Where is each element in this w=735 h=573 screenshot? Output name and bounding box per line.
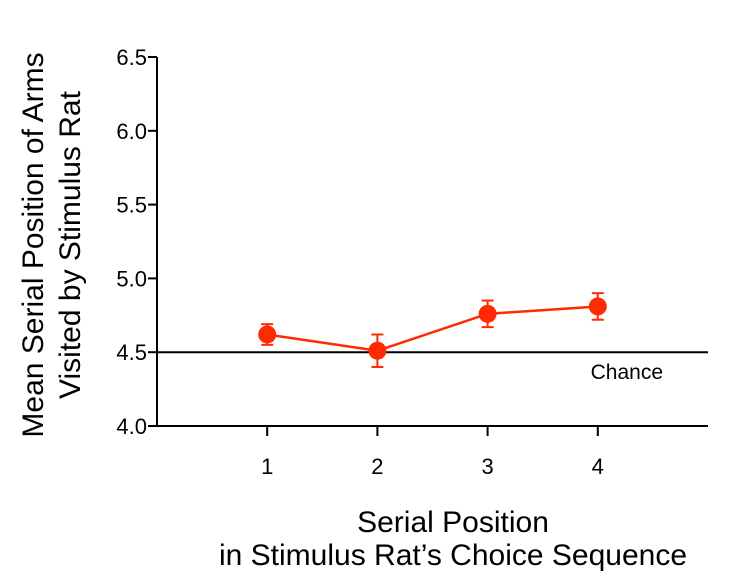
y-axis-ticks: 4.0 4.5 5.0 5.5 6.0 6.5 — [116, 45, 157, 439]
x-tick-label: 2 — [371, 454, 383, 479]
chance-label: Chance — [591, 361, 663, 384]
x-tick-label: 4 — [592, 454, 604, 479]
y-axis-title-line-1: Mean Serial Position of Arms — [17, 52, 50, 437]
x-tick-label: 1 — [261, 454, 273, 479]
series-line — [267, 305, 598, 353]
x-tick-label: 3 — [481, 454, 493, 479]
x-axis-title-line-1: Serial Position — [357, 506, 549, 539]
y-tick-label: 4.0 — [116, 414, 147, 439]
y-axis-title-line-2: Visited by Stimulus Rat — [54, 90, 87, 399]
y-tick-label: 6.0 — [116, 119, 147, 144]
y-tick-label: 4.5 — [116, 340, 147, 365]
y-tick-label: 5.5 — [116, 193, 147, 218]
series-layer — [258, 292, 607, 368]
data-point — [478, 304, 497, 323]
x-axis-ticks: 1 2 3 4 — [261, 426, 604, 479]
x-axis-title-line-2: in Stimulus Rat’s Choice Sequence — [219, 539, 687, 572]
y-tick-label: 5.0 — [116, 266, 147, 291]
data-point — [368, 341, 387, 360]
data-point — [588, 297, 607, 316]
y-tick-label: 6.5 — [116, 45, 147, 70]
data-point — [258, 325, 277, 344]
